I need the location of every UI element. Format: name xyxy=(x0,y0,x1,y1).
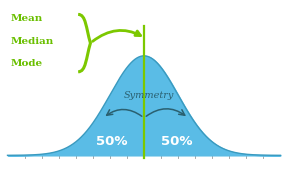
Text: Symmetry: Symmetry xyxy=(124,91,174,101)
Text: 50%: 50% xyxy=(161,135,192,148)
Text: Mean: Mean xyxy=(11,14,43,23)
Text: Median: Median xyxy=(11,37,54,46)
Text: Mode: Mode xyxy=(11,59,43,68)
Text: 50%: 50% xyxy=(96,135,127,148)
